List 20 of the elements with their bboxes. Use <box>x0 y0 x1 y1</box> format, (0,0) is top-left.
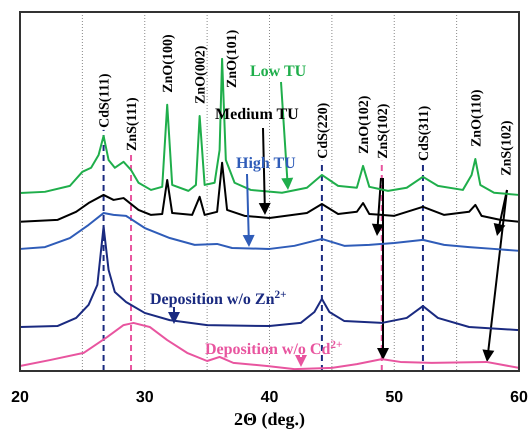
x-tick-label: 60 <box>510 389 528 406</box>
series-label: Low TU <box>250 63 307 80</box>
x-tick-label: 20 <box>11 389 29 406</box>
annotation: ZnS(111) <box>125 96 140 151</box>
annotation: CdS(220) <box>316 102 331 159</box>
annotation: ZnO(101) <box>225 29 240 88</box>
annotation: ZnO(100) <box>161 34 176 93</box>
x-tick-label: 50 <box>385 389 404 406</box>
x-tick-label: 40 <box>260 389 278 406</box>
annotation: CdS(311) <box>416 105 432 161</box>
x-axis-title: 2Θ (deg.) <box>234 409 305 429</box>
annotation: ZnS(102) <box>376 103 391 159</box>
annotation: ZnO(102) <box>357 95 372 154</box>
annotation: ZnO(110) <box>469 89 484 148</box>
x-tick-label: 30 <box>136 389 154 406</box>
annotation: CdS(111) <box>98 73 113 128</box>
annotation: ZnS(102) <box>499 120 514 176</box>
series-label: Deposition w/o Cd$^{2+}$ <box>205 339 342 358</box>
series-label: Deposition w/o Zn$^{2+}$ <box>150 289 286 308</box>
annotation: ZnO(002) <box>194 45 209 104</box>
